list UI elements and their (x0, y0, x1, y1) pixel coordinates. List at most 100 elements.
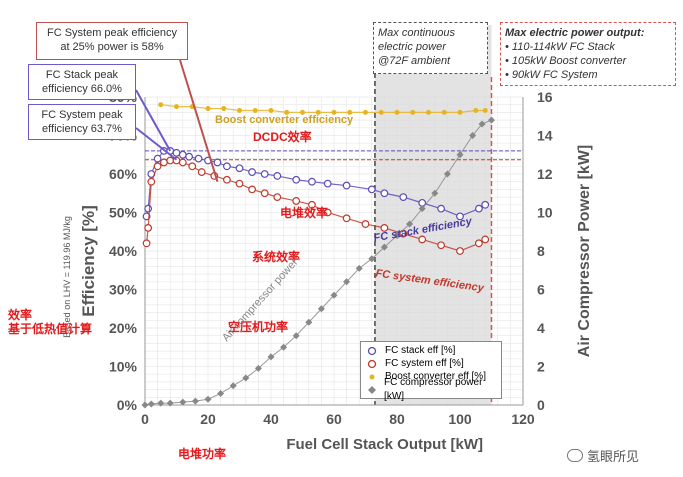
legend-label-boost: Boost converter eff [%] (385, 370, 486, 382)
data-point (331, 109, 337, 115)
data-point (157, 399, 165, 407)
data-point (457, 109, 463, 115)
x-tick-label: 80 (389, 411, 405, 427)
data-point (222, 175, 231, 184)
system-peak-annotation: FC System peak efficiency at 25% power i… (36, 22, 188, 60)
data-point (315, 109, 321, 115)
dot-icon (365, 372, 379, 382)
data-point (260, 170, 269, 178)
data-point (437, 204, 446, 213)
data-point (188, 162, 197, 171)
data-point (475, 239, 483, 248)
data-point (406, 220, 414, 228)
watermark: 氢眼所见 (567, 446, 639, 465)
y-left-tick-label: 30% (109, 282, 138, 298)
data-point (481, 200, 490, 209)
data-point (368, 255, 376, 263)
data-point (330, 291, 338, 299)
data-point (229, 382, 237, 390)
data-point (478, 120, 486, 128)
data-point (284, 109, 290, 115)
data-point (217, 389, 225, 397)
data-point (205, 106, 211, 112)
data-point (488, 116, 495, 124)
efficiency-cn-note: 效率 (8, 308, 33, 322)
data-point (378, 109, 384, 115)
chart-legend: FC stack eff [%] FC system eff [%] Boost… (360, 341, 502, 402)
data-point (380, 223, 389, 232)
legend-item-boost: Boost converter eff [%] (365, 370, 497, 383)
data-point (347, 109, 353, 115)
y-left-tick-label: 40% (109, 243, 138, 259)
system-peak-pointer (179, 59, 219, 182)
data-point (380, 243, 388, 251)
y-left-tick-label: 20% (109, 320, 138, 336)
data-point (323, 208, 332, 217)
max-power-title: Max electric power output: (505, 27, 645, 39)
lhv-note: Based on LHV = 119.96 MJ/kg (62, 216, 72, 338)
data-point (235, 164, 244, 173)
stack-efficiency-cn-label: 电堆效率 (280, 206, 329, 220)
y-right-tick-label: 8 (537, 243, 545, 259)
max-power-item-boost: • 105kW Boost converter (505, 55, 627, 67)
data-point (292, 175, 301, 184)
data-point (308, 200, 316, 209)
data-point (178, 150, 187, 159)
max-power-item-system-text: 90kW FC System (511, 69, 598, 81)
data-point (418, 205, 426, 213)
y-right-tick-label: 14 (537, 128, 553, 144)
data-point (144, 204, 153, 213)
data-point (159, 158, 168, 167)
data-point (300, 109, 305, 115)
data-point (252, 107, 258, 113)
data-point (166, 399, 174, 407)
data-point (393, 232, 401, 240)
data-point (172, 148, 181, 157)
stack-peak-pointer (135, 89, 172, 152)
data-point (185, 152, 194, 161)
data-point (342, 214, 351, 223)
data-point (204, 395, 212, 403)
data-point (342, 181, 351, 190)
data-point (235, 179, 244, 188)
y-left-axis-title: Efficiency [%] (79, 205, 98, 316)
x-tick-label: 0 (141, 411, 149, 427)
max-power-item-boost-text: 105kW Boost converter (511, 55, 627, 67)
data-point (222, 162, 231, 171)
data-point (142, 239, 151, 248)
y-right-tick-label: 12 (537, 166, 553, 182)
y-left-tick-label: 10% (109, 359, 138, 375)
stack-peak-annotation: FC Stack peak efficiency 66.0% (28, 64, 136, 100)
data-point (292, 197, 301, 205)
data-point (355, 264, 363, 272)
data-point (280, 343, 288, 351)
data-point (248, 185, 257, 194)
data-point (361, 220, 370, 228)
data-point (323, 179, 332, 188)
data-point (317, 305, 325, 313)
data-point (443, 170, 451, 178)
data-point (456, 151, 464, 159)
y-left-tick-label: 0% (117, 397, 138, 413)
series-line-2 (160, 104, 486, 114)
data-point (147, 400, 155, 408)
system-peak2-line1: FC System peak (41, 109, 123, 121)
boost-efficiency-label: Boost converter efficiency (215, 114, 354, 126)
data-point (273, 193, 282, 202)
data-point (380, 189, 389, 198)
x-tick-label: 120 (511, 411, 535, 427)
data-point (213, 158, 222, 167)
y-right-tick-label: 0 (537, 397, 545, 413)
data-point (268, 107, 274, 113)
data-point (481, 235, 490, 244)
data-point (144, 223, 153, 232)
max-power-annotation: Max electric power output: • 110-114kW F… (500, 22, 676, 86)
data-point (343, 278, 351, 286)
data-point (431, 189, 439, 197)
data-point (147, 177, 156, 186)
data-point (267, 353, 275, 361)
data-point (469, 132, 477, 139)
max-continuous-line3: @72F ambient (378, 55, 451, 67)
max-continuous-line2: electric power (378, 41, 446, 53)
y-right-tick-label: 4 (537, 320, 545, 336)
